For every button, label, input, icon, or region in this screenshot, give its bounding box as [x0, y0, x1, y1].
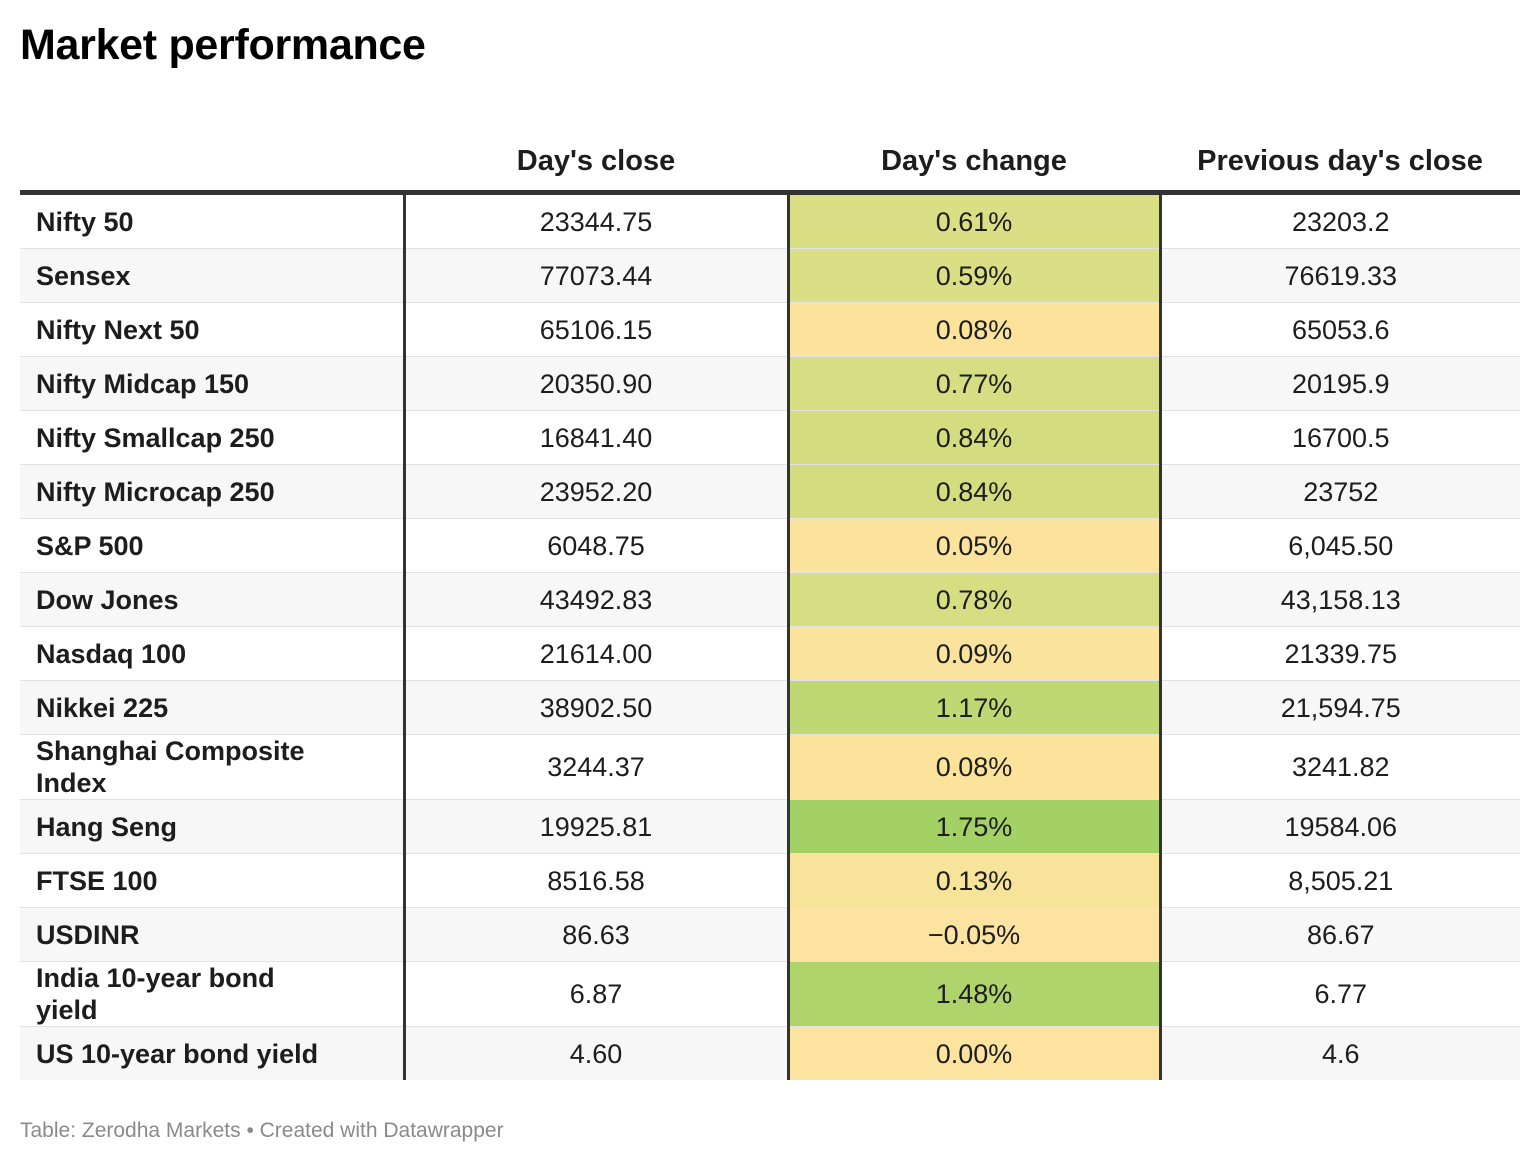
row-previous-close-cell: 3241.82: [1160, 734, 1520, 800]
row-change-cell: 0.05%: [786, 518, 1162, 573]
row-previous-close-cell: 76619.33: [1160, 248, 1520, 303]
table-row: Nifty Midcap 150 20350.90 0.77% 20195.9: [20, 356, 1520, 411]
header-row: Day's close Day's change Previous day's …: [20, 118, 1520, 195]
row-close-cell: 21614.00: [404, 626, 788, 681]
row-change-cell: 0.00%: [786, 1026, 1162, 1080]
row-close-cell: 3244.37: [404, 734, 788, 800]
row-close-cell: 43492.83: [404, 572, 788, 627]
row-name-cell: Shanghai Composite Index: [20, 734, 406, 800]
row-previous-close-cell: 6.77: [1160, 961, 1520, 1027]
table-body: Nifty 50 23344.75 0.61% 23203.2 Sensex 77073.…: [20, 192, 1520, 1080]
row-change-cell: 0.61%: [786, 192, 1162, 249]
row-name-cell: Nifty 50: [20, 192, 406, 249]
row-previous-close-cell: 16700.5: [1160, 410, 1520, 465]
row-change-cell: 0.84%: [786, 464, 1162, 519]
row-change-cell: 0.08%: [786, 302, 1162, 357]
row-previous-close-cell: 21,594.75: [1160, 680, 1520, 735]
row-change-cell: −0.05%: [786, 907, 1162, 962]
row-name-cell: India 10-year bond yield: [20, 961, 406, 1027]
footer-separator: •: [240, 1119, 260, 1142]
table-row: FTSE 100 8516.58 0.13% 8,505.21: [20, 853, 1520, 908]
table-row: Sensex 77073.44 0.59% 76619.33: [20, 248, 1520, 303]
row-close-cell: 16841.40: [404, 410, 788, 465]
row-previous-close-cell: 21339.75: [1160, 626, 1520, 681]
market-table-container: Day's close Day's change Previous day's …: [20, 118, 1520, 1080]
page-title: Market performance: [20, 21, 426, 69]
row-name-cell: Nifty Smallcap 250: [20, 410, 406, 465]
table-row: Nifty Next 50 65106.15 0.08% 65053.6: [20, 302, 1520, 357]
row-change-cell: 0.08%: [786, 734, 1162, 800]
table-row: Shanghai Composite Index 3244.37 0.08% 3241…: [20, 734, 1520, 800]
table-row: Hang Seng 19925.81 1.75% 19584.06: [20, 799, 1520, 854]
row-close-cell: 6.87: [404, 961, 788, 1027]
row-close-cell: 19925.81: [404, 799, 788, 854]
row-close-cell: 38902.50: [404, 680, 788, 735]
row-name-cell: US 10-year bond yield: [20, 1026, 406, 1080]
table-row: USDINR 86.63 −0.05% 86.67: [20, 907, 1520, 962]
row-close-cell: 20350.90: [404, 356, 788, 411]
row-change-cell: 1.48%: [786, 961, 1162, 1027]
row-previous-close-cell: 86.67: [1160, 907, 1520, 962]
row-change-cell: 0.84%: [786, 410, 1162, 465]
row-previous-close-cell: 6,045.50: [1160, 518, 1520, 573]
row-previous-close-cell: 43,158.13: [1160, 572, 1520, 627]
row-change-cell: 1.75%: [786, 799, 1162, 854]
row-name-cell: FTSE 100: [20, 853, 406, 908]
row-change-cell: 1.17%: [786, 680, 1162, 735]
table-row: Nifty 50 23344.75 0.61% 23203.2: [20, 192, 1520, 249]
row-name-cell: Nifty Microcap 250: [20, 464, 406, 519]
row-change-cell: 0.78%: [786, 572, 1162, 627]
row-close-cell: 8516.58: [404, 853, 788, 908]
row-name-cell: Hang Seng: [20, 799, 406, 854]
footer: Table: Zerodha Markets • Created with Da…: [20, 1118, 504, 1144]
table-row: US 10-year bond yield 4.60 0.00% 4.6: [20, 1026, 1520, 1080]
row-previous-close-cell: 19584.06: [1160, 799, 1520, 854]
table-header: Day's close Day's change Previous day's …: [20, 118, 1520, 195]
row-name-cell: Dow Jones: [20, 572, 406, 627]
market-table: Day's close Day's change Previous day's …: [20, 118, 1520, 1080]
row-close-cell: 23952.20: [404, 464, 788, 519]
row-previous-close-cell: 23752: [1160, 464, 1520, 519]
row-name-cell: Nifty Midcap 150: [20, 356, 406, 411]
row-name-cell: S&P 500: [20, 518, 406, 573]
row-close-cell: 86.63: [404, 907, 788, 962]
row-previous-close-cell: 23203.2: [1160, 192, 1520, 249]
row-close-cell: 6048.75: [404, 518, 788, 573]
table-row: Nikkei 225 38902.50 1.17% 21,594.75: [20, 680, 1520, 735]
row-change-cell: 0.59%: [786, 248, 1162, 303]
table-row: India 10-year bond yield 6.87 1.48% 6.77: [20, 961, 1520, 1027]
row-change-cell: 0.13%: [786, 853, 1162, 908]
row-previous-close-cell: 20195.9: [1160, 356, 1520, 411]
table-row: Nifty Smallcap 250 16841.40 0.84% 16700.5: [20, 410, 1520, 465]
header-days-close[interactable]: Day's close: [404, 118, 788, 195]
row-close-cell: 23344.75: [404, 192, 788, 249]
table-row: S&P 500 6048.75 0.05% 6,045.50: [20, 518, 1520, 573]
table-row: Dow Jones 43492.83 0.78% 43,158.13: [20, 572, 1520, 627]
row-name-cell: Nasdaq 100: [20, 626, 406, 681]
row-name-cell: Nikkei 225: [20, 680, 406, 735]
row-previous-close-cell: 8,505.21: [1160, 853, 1520, 908]
header-previous-close[interactable]: Previous day's close: [1160, 118, 1520, 195]
row-previous-close-cell: 65053.6: [1160, 302, 1520, 357]
footer-source: Table: Zerodha Markets: [20, 1119, 241, 1142]
footer-credit: Created with Datawrapper: [259, 1119, 504, 1142]
row-close-cell: 65106.15: [404, 302, 788, 357]
row-name-cell: Sensex: [20, 248, 406, 303]
header-name[interactable]: [20, 118, 404, 195]
row-name-cell: Nifty Next 50: [20, 302, 406, 357]
row-change-cell: 0.77%: [786, 356, 1162, 411]
row-previous-close-cell: 4.6: [1160, 1026, 1520, 1080]
row-close-cell: 4.60: [404, 1026, 788, 1080]
row-close-cell: 77073.44: [404, 248, 788, 303]
table-row: Nifty Microcap 250 23952.20 0.84% 23752: [20, 464, 1520, 519]
table-row: Nasdaq 100 21614.00 0.09% 21339.75: [20, 626, 1520, 681]
row-change-cell: 0.09%: [786, 626, 1162, 681]
row-name-cell: USDINR: [20, 907, 406, 962]
header-days-change[interactable]: Day's change: [788, 118, 1160, 195]
